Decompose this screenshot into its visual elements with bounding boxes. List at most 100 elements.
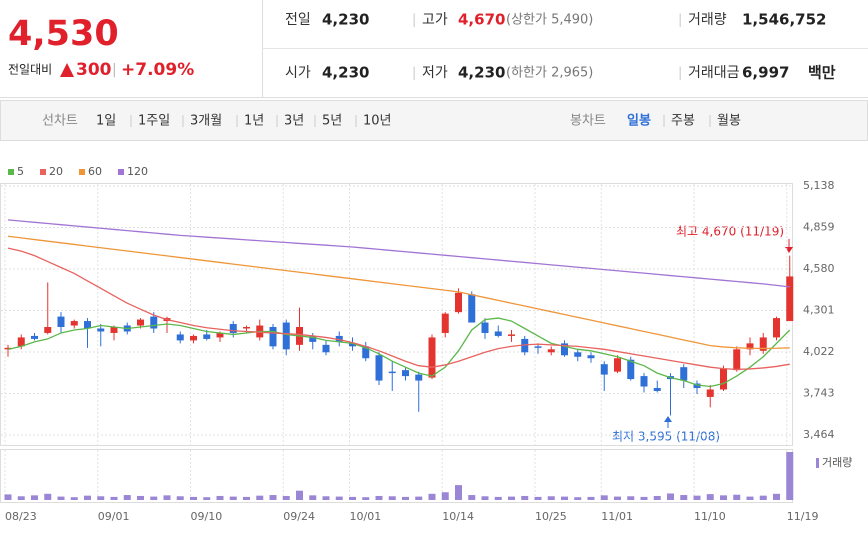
volume-bar: [600, 495, 608, 500]
volume-bar: [468, 495, 476, 500]
candle-body: [627, 359, 635, 380]
legend-swatch: [8, 169, 14, 175]
candle-body: [441, 313, 449, 333]
volume-bar: [773, 493, 780, 500]
stat-label: 시가: [285, 65, 311, 81]
stat-value: 4,230: [322, 11, 369, 29]
candle-body: [375, 355, 383, 381]
period-tab[interactable]: 3개월: [190, 114, 222, 129]
y-tick-label: 3,464: [803, 428, 835, 441]
candle-body: [31, 335, 38, 339]
volume-bar: [362, 497, 370, 500]
stat-label: 전일: [285, 12, 311, 28]
tab-bar: [0, 100, 868, 141]
volume-bar: [521, 495, 529, 500]
volume-bar: [693, 495, 701, 500]
x-tick-label: 11/10: [694, 510, 726, 523]
x-tick-label: 10/25: [535, 510, 567, 523]
stat-value: 4,230: [322, 64, 369, 82]
volume-bar: [653, 495, 661, 500]
candle-body: [587, 355, 595, 359]
candle-body: [229, 324, 237, 333]
volume-bar: [494, 496, 502, 500]
candle-body: [216, 332, 224, 338]
stat-label: 거래대금: [688, 65, 740, 81]
period-tab[interactable]: 5년: [322, 114, 342, 129]
stat-value: 4,230: [458, 64, 505, 82]
y-tick-label: 4,580: [803, 262, 835, 275]
candle-body: [4, 347, 12, 350]
volume-bar: [746, 496, 754, 500]
candle-body: [455, 292, 462, 313]
candle-body: [309, 335, 317, 342]
volume-bar: [17, 496, 25, 500]
volume-bar: [534, 496, 542, 500]
stat-value: 6,997: [742, 64, 789, 82]
candle-body: [349, 343, 356, 347]
legend-swatch: [40, 169, 46, 175]
volume-bar: [229, 496, 237, 500]
volume-bar: [428, 493, 436, 500]
volume-bar: [415, 496, 423, 500]
candle-body: [574, 352, 582, 357]
volume-bar: [375, 495, 383, 500]
volume-bar: [296, 490, 303, 500]
volume-bar: [176, 496, 184, 500]
candle-body: [640, 376, 648, 387]
candle-body: [600, 364, 608, 375]
candle-body: [362, 346, 370, 359]
candle-body: [706, 389, 714, 397]
ma-line: [7, 247, 790, 371]
separator: |: [412, 66, 416, 81]
period-tab[interactable]: 1일: [96, 114, 116, 129]
period-tab[interactable]: 10년: [363, 114, 392, 129]
volume-bar: [441, 492, 449, 500]
volume-bar: [587, 496, 595, 500]
volume-bar: [402, 496, 409, 500]
volume-bar: [388, 496, 396, 500]
x-tick-label: 10/01: [350, 510, 382, 523]
candle-body: [415, 374, 423, 381]
volume-bar: [720, 495, 727, 500]
ma-line: [7, 219, 790, 288]
candle-body: [521, 338, 529, 353]
volume-bar: [786, 452, 794, 500]
change: 300: [76, 60, 112, 80]
tab-group-label: 봉차트: [570, 114, 606, 129]
candle-body: [190, 335, 197, 341]
x-tick-label: 11/01: [601, 510, 633, 523]
y-tick-label: 4,859: [803, 221, 835, 234]
volume-bar: [349, 496, 356, 500]
up-arrow: [60, 63, 74, 77]
candle-tab[interactable]: 주봉: [671, 114, 695, 129]
candle-body: [508, 334, 515, 336]
candle-body: [269, 327, 277, 347]
candle-body: [70, 321, 78, 326]
ma-line: [7, 317, 791, 388]
candle-body: [773, 318, 780, 338]
stat-label: 고가: [422, 12, 448, 28]
volume-bar: [614, 496, 621, 500]
candle-body: [547, 349, 555, 353]
candle-tab[interactable]: 일봉: [627, 114, 651, 129]
volume-bar: [680, 495, 688, 500]
volume-bar: [508, 496, 515, 500]
tab-group-label: 선차트: [42, 114, 78, 129]
candle-body: [243, 327, 250, 329]
candle-body: [653, 387, 661, 391]
volume-bar: [190, 496, 197, 500]
period-tab[interactable]: 3년: [284, 114, 304, 129]
volume-bar: [70, 497, 78, 500]
volume-bar: [31, 495, 38, 500]
period-tab[interactable]: 1주일: [138, 114, 170, 129]
low-arrow-head: [664, 416, 672, 422]
x-tick-label: 09/24: [283, 510, 315, 523]
volume-bar: [547, 496, 555, 500]
candle-tab[interactable]: 월봉: [717, 114, 741, 129]
candle-body: [693, 383, 701, 388]
period-tab[interactable]: 1년: [244, 114, 264, 129]
stat-extra: (하한가 2,965): [506, 66, 593, 81]
x-tick-label: 08/23: [5, 510, 37, 523]
volume-bar: [322, 496, 330, 500]
